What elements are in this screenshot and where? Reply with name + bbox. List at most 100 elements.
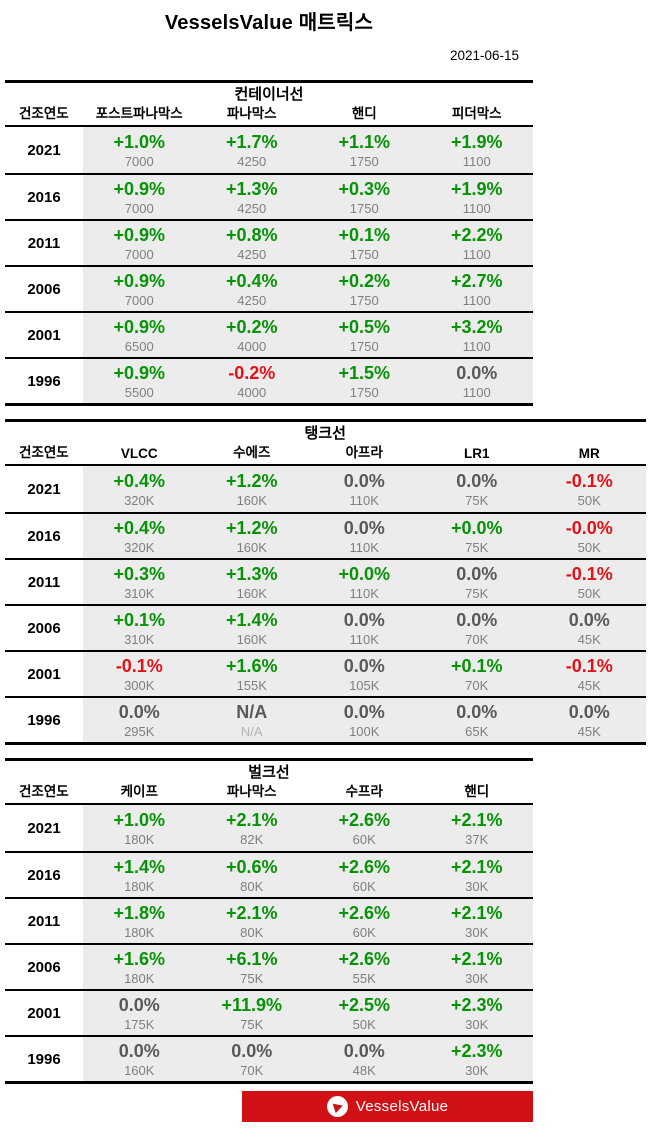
pct-change: +1.4% [113, 856, 166, 877]
size-value: 45K [577, 677, 601, 693]
pct-change: +1.1% [338, 131, 391, 152]
table-row: 2016 +1.4% 180K +0.6% 80K +2.6% 60K +2.1% 30K [5, 851, 533, 897]
column-header: 파나막스 [226, 784, 277, 799]
size-value: 50K [352, 1016, 376, 1032]
size-value: 75K [240, 970, 264, 986]
value-cell: +0.4% 4250 [195, 267, 308, 311]
table-row: 2001 -0.1% 300K +1.6% 155K 0.0% 105K +0.1% 70K -0… [5, 650, 646, 696]
size-value: 105K [349, 677, 380, 693]
page-title: VesselsValue 매트릭스 [164, 12, 374, 34]
matrix-table-3: 벌크선 건조연도 케이프 파나막스 수프라 핸디 2021 +1.0% 180K +2.1% 82K… [5, 758, 533, 1084]
pct-change: +0.4% [225, 270, 278, 291]
value-cell: 0.0% 70K [420, 606, 533, 650]
year-label: 2001 [5, 313, 83, 357]
table-title: 벌크선 [248, 764, 290, 781]
value-cell: +0.1% 1750 [308, 221, 421, 265]
value-cell: 0.0% 75K [420, 466, 533, 512]
value-cell: +2.6% 55K [308, 945, 421, 989]
value-cell: -0.1% 300K [83, 652, 196, 696]
pct-change: 0.0% [118, 1040, 160, 1061]
pct-change: 0.0% [343, 701, 385, 722]
value-cell: +0.4% 320K [83, 514, 196, 558]
table-row: 2006 +0.1% 310K +1.4% 160K 0.0% 110K 0.0% 70K 0.0… [5, 604, 646, 650]
matrix-tables-container: 컨테이너선 건조연도 포스트파나막스 파나막스 핸디 피더막스 2021 +1.0% 7000 +… [5, 80, 650, 1084]
value-cell: -0.2% 4000 [195, 359, 308, 403]
pct-change: +1.7% [225, 131, 278, 152]
size-value: 160K [236, 539, 267, 555]
pct-change: +2.7% [450, 270, 503, 291]
value-cell: +3.2% 1100 [420, 313, 533, 357]
size-value: 4000 [237, 338, 267, 354]
pct-change: +0.3% [338, 178, 391, 199]
column-header: 핸디 [464, 784, 490, 799]
value-cell: +0.2% 1750 [308, 267, 421, 311]
play-triangle-icon [332, 1100, 345, 1113]
pct-change: +0.1% [113, 609, 166, 630]
size-value: 80K [240, 924, 264, 940]
value-cell: +0.5% 1750 [308, 313, 421, 357]
size-value: 30K [465, 1062, 489, 1078]
pct-change: 0.0% [231, 1040, 273, 1061]
size-value: 160K [236, 585, 267, 601]
size-value: 320K [124, 539, 155, 555]
size-value: 180K [124, 831, 155, 847]
pct-change: +1.5% [338, 362, 391, 383]
vesselsvalue-logo-text: VesselsValue [355, 1098, 449, 1115]
size-value: 160K [236, 631, 267, 647]
size-value: 1100 [462, 384, 491, 400]
pct-change: +0.3% [113, 563, 166, 584]
year-label: 2016 [5, 514, 83, 558]
value-cell: +1.9% 1100 [420, 127, 533, 173]
pct-change: +2.3% [450, 1040, 503, 1061]
value-cell: -0.0% 50K [533, 514, 646, 558]
size-value: 180K [124, 878, 155, 894]
value-cell: N/A N/A [195, 698, 308, 742]
size-value: 4250 [237, 292, 267, 308]
table-title: 탱크선 [304, 425, 346, 442]
size-value: 1100 [462, 292, 491, 308]
pct-change: +1.6% [225, 655, 278, 676]
size-value: 4000 [237, 384, 267, 400]
value-cell: +1.5% 1750 [308, 359, 421, 403]
value-cell: +0.3% 310K [83, 560, 196, 604]
pct-change: +1.6% [113, 948, 166, 969]
size-value: 1750 [349, 292, 379, 308]
size-value: 310K [124, 631, 155, 647]
pct-change: -0.1% [565, 563, 613, 584]
value-cell: +2.6% 60K [308, 805, 421, 851]
size-value: 110K [349, 539, 379, 555]
year-label: 1996 [5, 359, 83, 403]
report-date: 2021-06-15 [449, 48, 519, 63]
value-cell: +2.1% 37K [420, 805, 533, 851]
value-cell: -0.1% 50K [533, 560, 646, 604]
value-cell: -0.1% 45K [533, 652, 646, 696]
value-cell: +0.4% 320K [83, 466, 196, 512]
pct-change: +1.9% [450, 131, 503, 152]
pct-change: +1.8% [113, 902, 166, 923]
pct-change: +0.9% [113, 362, 166, 383]
pct-change: +0.2% [338, 270, 391, 291]
size-value: 60K [352, 878, 376, 894]
size-value: 300K [124, 677, 155, 693]
pct-change: +0.1% [450, 655, 503, 676]
size-value: 310K [124, 585, 155, 601]
column-header: 포스트파나막스 [95, 106, 183, 121]
value-cell: 0.0% 175K [83, 991, 196, 1035]
value-cell: +1.6% 155K [195, 652, 308, 696]
size-value: 82K [240, 831, 264, 847]
size-value: 110K [349, 492, 379, 508]
size-value: 75K [465, 585, 489, 601]
size-value: 75K [240, 1016, 264, 1032]
size-value: 60K [352, 924, 376, 940]
pct-change: 0.0% [568, 701, 610, 722]
table-row: 2006 +1.6% 180K +6.1% 75K +2.6% 55K +2.1% 30K [5, 943, 533, 989]
value-cell: +2.6% 60K [308, 899, 421, 943]
column-header: LR1 [463, 446, 490, 461]
size-value: 30K [465, 1016, 489, 1032]
pct-change: +6.1% [225, 948, 278, 969]
value-cell: +0.9% 7000 [83, 175, 196, 219]
value-cell: +2.1% 30K [420, 945, 533, 989]
pct-change: 0.0% [568, 609, 610, 630]
pct-change: +2.6% [338, 809, 391, 830]
size-value: 1100 [462, 246, 491, 262]
